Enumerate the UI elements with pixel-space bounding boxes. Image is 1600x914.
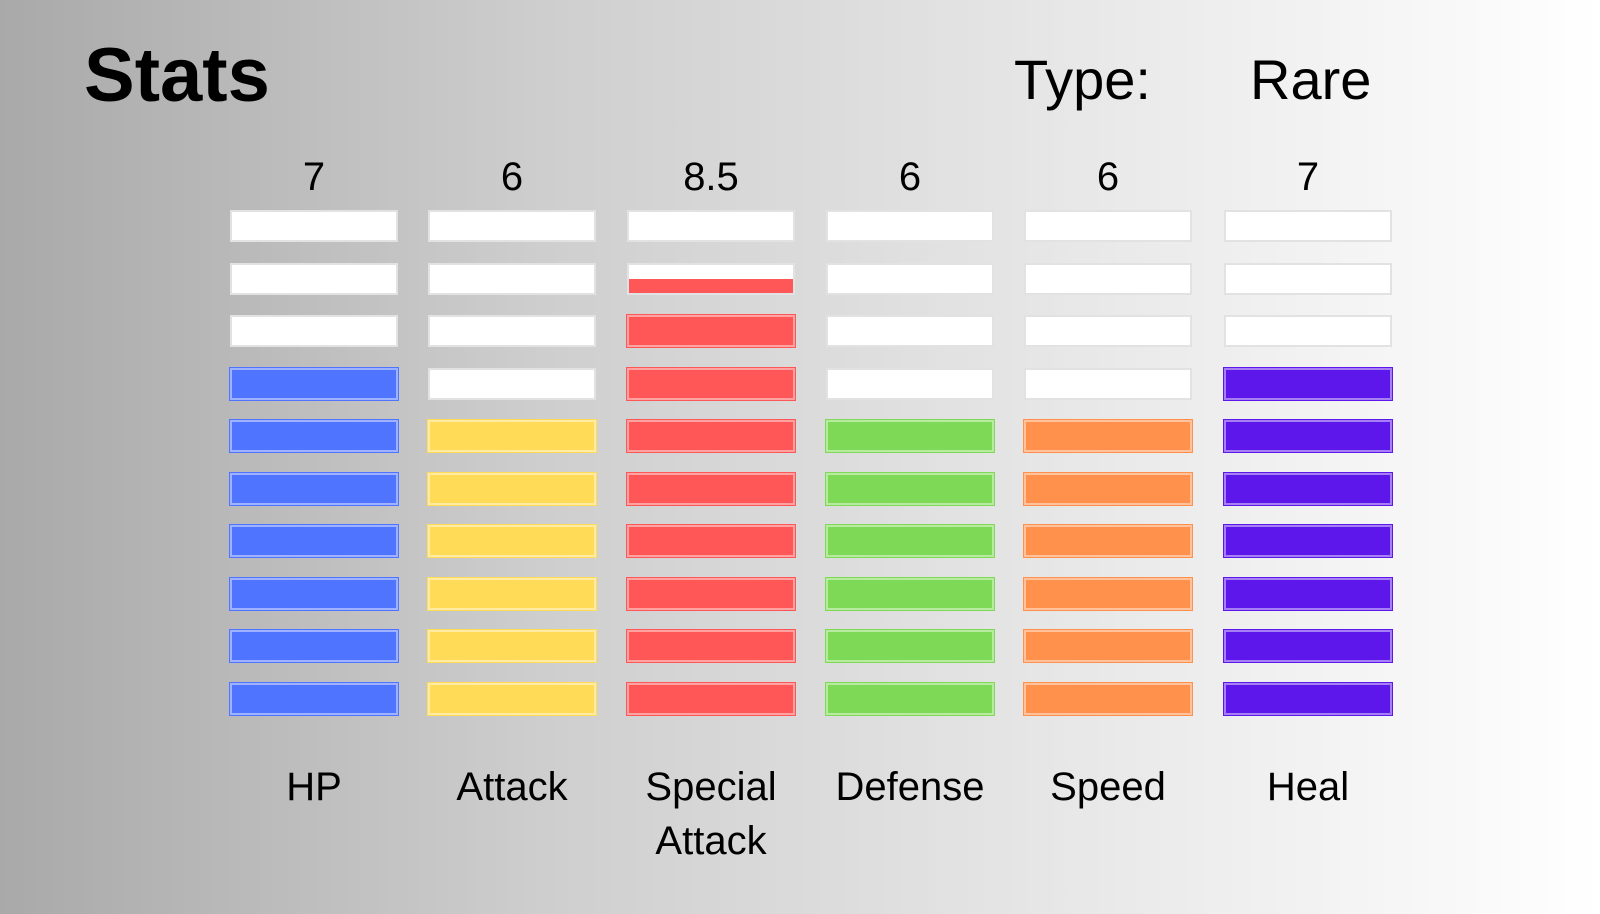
category-label-heal: Heal xyxy=(1266,765,1350,809)
bar-segment-attack xyxy=(428,525,596,557)
category-label-defense: Defense xyxy=(835,765,985,809)
page-title: Stats xyxy=(84,33,270,118)
bar-segment-special-attack xyxy=(627,577,795,610)
bar-segment-special-attack xyxy=(627,315,795,347)
bar-segment-defense xyxy=(826,367,994,400)
bar-segment-defense xyxy=(826,525,994,557)
bar-segment-speed xyxy=(1024,420,1192,452)
value-label-defense: 6 xyxy=(898,155,922,199)
bar-segment-hp xyxy=(230,525,398,557)
category-label-special-attack: Special Attack xyxy=(645,765,777,863)
bar-segment-attack xyxy=(428,367,596,400)
bar-segment-special-attack xyxy=(627,630,795,662)
bar-segment-special-attack xyxy=(627,262,795,295)
bar-segment-hp xyxy=(230,577,398,610)
bar-segment-attack xyxy=(428,577,596,610)
bar-segment-heal xyxy=(1224,630,1392,662)
value-label-speed: 6 xyxy=(1096,155,1120,199)
category-label-speed: Speed xyxy=(1050,765,1166,809)
bar-segment-hp xyxy=(230,682,398,715)
bar-segment-speed xyxy=(1024,577,1192,610)
bar-segment-defense xyxy=(826,315,994,347)
bar-segment-defense xyxy=(826,420,994,452)
bar-segment-hp xyxy=(230,262,398,295)
type-value: Rare xyxy=(1250,48,1372,111)
bar-segment-attack xyxy=(428,682,596,715)
bar-segment-defense xyxy=(826,472,994,505)
bar-segment-special-attack xyxy=(627,682,795,715)
bar-segment-attack xyxy=(428,315,596,347)
bar-segment-heal xyxy=(1224,367,1392,400)
bar-segment-heal xyxy=(1224,262,1392,295)
bar-segment-heal xyxy=(1224,525,1392,557)
bar-segment-fill-special-attack xyxy=(629,278,793,293)
bar-segment-attack xyxy=(428,420,596,452)
bar-segment-attack xyxy=(428,210,596,242)
bar-segment-hp xyxy=(230,315,398,347)
bar-segment-defense xyxy=(826,262,994,295)
bar-segment-special-attack xyxy=(627,525,795,557)
bar-segment-speed xyxy=(1024,210,1192,242)
bar-segment-hp xyxy=(230,420,398,452)
value-label-heal: 7 xyxy=(1296,155,1320,199)
bar-segment-heal xyxy=(1224,682,1392,715)
bar-segment-speed xyxy=(1024,315,1192,347)
bar-segment-speed xyxy=(1024,630,1192,662)
bar-segment-speed xyxy=(1024,682,1192,715)
type-label: Type: xyxy=(1014,48,1151,111)
bar-segment-speed xyxy=(1024,472,1192,505)
bar-segment-heal xyxy=(1224,210,1392,242)
bar-segment-hp xyxy=(230,210,398,242)
bar-segment-heal xyxy=(1224,472,1392,505)
bar-segment-defense xyxy=(826,630,994,662)
value-label-hp: 7 xyxy=(302,155,326,199)
bar-segment-special-attack xyxy=(627,420,795,452)
bar-segment-defense xyxy=(826,210,994,242)
bar-segment-defense xyxy=(826,682,994,715)
bar-segment-hp xyxy=(230,472,398,505)
bar-segment-attack xyxy=(428,630,596,662)
value-label-attack: 6 xyxy=(500,155,524,199)
bar-segment-defense xyxy=(826,577,994,610)
bar-segment-hp xyxy=(230,367,398,400)
category-label-hp: HP xyxy=(286,765,342,809)
bar-segment-special-attack xyxy=(627,367,795,400)
bar-segment-heal xyxy=(1224,420,1392,452)
bar-segment-heal xyxy=(1224,315,1392,347)
bar-segment-special-attack xyxy=(627,210,795,242)
bar-segment-special-attack xyxy=(627,472,795,505)
bar-segment-attack xyxy=(428,472,596,505)
bar-segment-heal xyxy=(1224,577,1392,610)
bar-segment-attack xyxy=(428,262,596,295)
bar-segment-speed xyxy=(1024,367,1192,400)
category-label-attack: Attack xyxy=(456,765,568,809)
bar-segment-speed xyxy=(1024,525,1192,557)
bar-segment-hp xyxy=(230,630,398,662)
bar-segment-speed xyxy=(1024,262,1192,295)
value-label-special-attack: 8.5 xyxy=(683,155,739,199)
